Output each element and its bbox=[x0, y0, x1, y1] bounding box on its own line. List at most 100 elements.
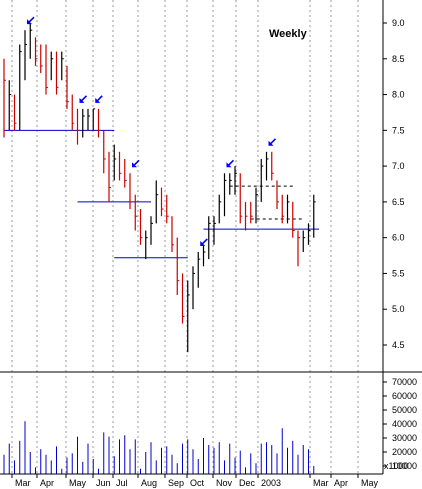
price-bar bbox=[40, 44, 43, 74]
price-bar bbox=[313, 194, 316, 238]
x-tick-label: Nov bbox=[216, 478, 233, 488]
volume-tick-label: 60000 bbox=[392, 391, 417, 401]
price-bar bbox=[66, 65, 69, 109]
price-bar bbox=[239, 173, 243, 224]
price-bar bbox=[13, 94, 17, 131]
x-tick-label: Oct bbox=[190, 478, 205, 488]
arrow-head bbox=[95, 97, 101, 103]
price-bar bbox=[218, 194, 222, 224]
price-bar bbox=[76, 108, 80, 145]
price-bar bbox=[50, 51, 54, 81]
price-tick-label: 7.0 bbox=[392, 161, 405, 171]
price-bar bbox=[250, 201, 253, 224]
price-tick-label: 4.5 bbox=[392, 340, 405, 350]
arrow-head bbox=[132, 162, 137, 168]
price-bar bbox=[92, 108, 96, 131]
volume-tick-label: 40000 bbox=[392, 419, 417, 429]
price-bar bbox=[82, 108, 85, 138]
price-bar bbox=[139, 209, 143, 245]
volume-tick-label: 30000 bbox=[392, 433, 417, 443]
price-tick-label: 8.5 bbox=[392, 54, 405, 64]
price-bar bbox=[61, 51, 64, 81]
arrow-marker bbox=[95, 95, 103, 103]
price-tick-label: 5.5 bbox=[392, 268, 405, 278]
price-bar bbox=[187, 280, 190, 353]
price-bar bbox=[24, 30, 27, 81]
price-bar bbox=[171, 216, 174, 252]
price-bar bbox=[150, 216, 153, 245]
price-bar bbox=[202, 244, 206, 267]
price-bar bbox=[160, 187, 164, 217]
x-tick-label: Mar bbox=[313, 478, 329, 488]
x-tick-label: Sep bbox=[168, 478, 184, 488]
arrow-marker bbox=[268, 138, 277, 146]
price-bar bbox=[29, 23, 33, 59]
volume-bars bbox=[3, 421, 315, 474]
price-tick-label: 7.5 bbox=[392, 125, 405, 135]
price-bar bbox=[192, 266, 195, 310]
price-bar bbox=[255, 187, 258, 224]
price-bar bbox=[134, 194, 138, 231]
x-tick-label: May bbox=[361, 478, 379, 488]
price-bar bbox=[71, 94, 75, 131]
arrow-marker bbox=[79, 95, 88, 103]
price-tick-label: 5.0 bbox=[392, 304, 405, 314]
price-bar bbox=[97, 108, 101, 138]
volume-tick-label: 10000 bbox=[392, 461, 417, 471]
x-tick-label: Apr bbox=[334, 478, 348, 488]
price-bar bbox=[297, 230, 300, 267]
price-bar bbox=[302, 230, 306, 252]
price-bar bbox=[166, 194, 169, 224]
price-bar bbox=[3, 58, 6, 138]
arrow-head bbox=[226, 162, 232, 168]
price-bar bbox=[197, 251, 201, 288]
price-bar bbox=[176, 237, 180, 295]
price-bar bbox=[45, 44, 48, 95]
price-tick-label: 9.0 bbox=[392, 18, 405, 28]
arrow-head bbox=[27, 19, 32, 25]
volume-unit-label: x1000 bbox=[384, 461, 409, 471]
price-bar bbox=[223, 173, 227, 217]
chart-title: Weekly bbox=[269, 28, 308, 40]
price-bar bbox=[155, 180, 159, 224]
grid-layer bbox=[11, 0, 359, 474]
arrow-marker bbox=[226, 159, 235, 168]
arrow-marker bbox=[27, 16, 35, 25]
price-bar bbox=[19, 44, 22, 131]
x-tick-label: Aug bbox=[141, 478, 157, 488]
x-tick-label: 2003 bbox=[261, 478, 281, 488]
price-bar bbox=[208, 216, 211, 260]
price-bar bbox=[276, 180, 279, 210]
price-bar bbox=[129, 173, 132, 210]
price-bar bbox=[271, 151, 274, 181]
arrow-head bbox=[79, 97, 85, 103]
arrow-head bbox=[200, 240, 206, 246]
price-bar bbox=[229, 173, 232, 195]
x-tick-label: May bbox=[69, 478, 87, 488]
price-bar bbox=[244, 201, 248, 231]
price-bar bbox=[103, 130, 106, 174]
arrow-head bbox=[268, 140, 274, 146]
x-tick-label: Dec bbox=[239, 478, 256, 488]
price-bar bbox=[292, 201, 295, 238]
price-bar bbox=[87, 108, 90, 131]
price-tick-label: 6.5 bbox=[392, 197, 405, 207]
x-tick-label: Jul bbox=[116, 478, 128, 488]
price-bars bbox=[3, 23, 316, 353]
price-bar bbox=[286, 194, 290, 224]
price-bar bbox=[181, 273, 185, 324]
price-bar bbox=[213, 216, 216, 245]
price-bar bbox=[118, 151, 122, 181]
arrow-marker bbox=[200, 238, 208, 246]
volume-tick-label: 50000 bbox=[392, 405, 417, 415]
arrow-marker bbox=[132, 159, 140, 168]
price-bar bbox=[307, 223, 311, 245]
price-bar bbox=[265, 151, 269, 181]
price-bar bbox=[260, 158, 264, 202]
price-bar bbox=[34, 37, 38, 66]
x-tick-label: Jun bbox=[96, 478, 111, 488]
price-bar bbox=[55, 51, 59, 95]
price-bar bbox=[145, 230, 148, 260]
price-bar bbox=[108, 151, 111, 202]
